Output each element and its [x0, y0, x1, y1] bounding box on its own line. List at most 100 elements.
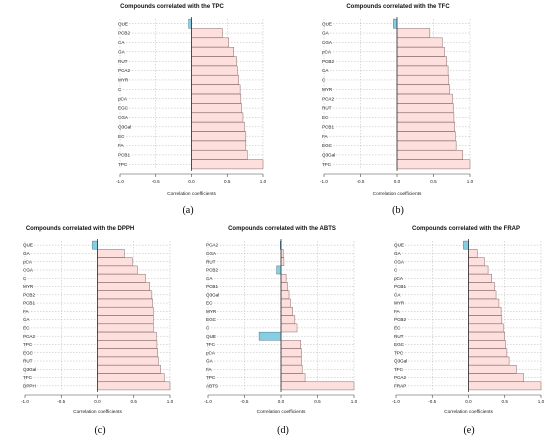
category-label: PCB2 — [322, 59, 334, 64]
bar-PCB2 — [191, 28, 223, 38]
x-tick-label: -0.5 — [241, 399, 249, 404]
panel-label: (e) — [463, 425, 474, 436]
bar-TPC — [280, 373, 306, 382]
category-label: EC — [23, 326, 30, 331]
x-tick-label: -1.0 — [204, 399, 212, 404]
bar-Q3Gal — [191, 121, 245, 132]
x-tick-label: -1.0 — [21, 399, 29, 404]
bar-EC — [396, 112, 455, 123]
category-label: CGA — [23, 268, 34, 273]
bar-QUE — [92, 240, 98, 250]
bar-RUT — [468, 331, 505, 341]
bar-GA — [191, 46, 234, 57]
category-label: FA — [23, 309, 30, 314]
x-tick-label: 0.0 — [94, 399, 101, 404]
x-tick-label: 1.0 — [351, 399, 358, 404]
category-label: PCB2 — [118, 31, 130, 36]
bar-RUT — [191, 56, 237, 67]
bar-pCA — [396, 46, 445, 57]
bar-EC — [97, 323, 154, 333]
bar-MYR — [396, 84, 450, 95]
bar-QUE — [188, 18, 192, 29]
bar-TFC — [97, 373, 165, 382]
bar-CGA — [396, 37, 443, 48]
bar-TFC — [468, 365, 517, 374]
bar-FRAP — [468, 381, 542, 391]
bar-PCB1 — [468, 282, 495, 291]
category-label: GA — [23, 251, 31, 256]
bar-FA — [468, 307, 502, 316]
category-label: CA — [118, 40, 125, 45]
bar-EC — [468, 323, 504, 333]
bar-PCB1 — [396, 121, 455, 132]
category-label: EC — [206, 301, 213, 306]
category-label: ABTS — [206, 383, 218, 388]
x-tick-label: 0.0 — [394, 179, 401, 184]
bar-TPC — [468, 348, 508, 358]
bar-GA — [396, 28, 431, 38]
x-tick-label: 0.5 — [131, 399, 138, 404]
category-label: CA — [394, 292, 401, 297]
category-label: MYR — [118, 78, 129, 83]
bar-CA — [396, 65, 449, 76]
category-label: RUT — [118, 59, 128, 64]
bar-PCA2 — [468, 373, 524, 382]
x-tick-label: 0.5 — [314, 399, 321, 404]
bar-PCA2 — [97, 331, 157, 341]
bar-QUE — [258, 331, 282, 341]
bar-TPC — [191, 159, 264, 170]
bar-PCB1 — [97, 298, 153, 308]
x-axis-label: Correlation coefficients — [257, 409, 306, 415]
bar-RUT — [97, 356, 159, 366]
x-tick-label: 1.0 — [260, 179, 267, 184]
category-label: MYR — [322, 87, 333, 92]
bar-Q3Gal — [97, 365, 161, 374]
bar-C — [396, 75, 450, 85]
x-tick-label: -0.5 — [57, 399, 65, 404]
bar-CGA — [97, 265, 138, 275]
category-label: TFC — [322, 162, 332, 167]
category-label: PCB1 — [23, 301, 35, 306]
category-label: QUE — [206, 334, 216, 339]
category-label: Q3Gal — [206, 292, 219, 297]
bar-Q3Gal — [280, 290, 290, 300]
category-label: pCA — [206, 350, 216, 355]
bar-PCB1 — [280, 282, 288, 291]
category-label: Q3Gal — [394, 359, 407, 364]
category-label: RUT — [23, 359, 33, 364]
category-label: TFC — [23, 375, 33, 380]
x-tick-label: 1.0 — [538, 399, 545, 404]
bar-CA — [97, 315, 154, 324]
category-label: C — [394, 268, 398, 273]
bar-C — [97, 273, 146, 283]
bar-pCA — [280, 348, 302, 358]
x-tick-label: -0.5 — [357, 179, 365, 184]
category-label: CA — [23, 317, 30, 322]
category-label: RUT — [322, 106, 332, 111]
category-label: MYR — [23, 284, 34, 289]
bar-Q3Gal — [396, 150, 463, 160]
bar-FA — [191, 140, 247, 151]
x-axis-label: Correlation coefficients — [167, 191, 216, 197]
category-label: GA — [118, 49, 126, 54]
category-label: EGC — [394, 342, 405, 347]
bar-C — [280, 323, 298, 333]
bar-GA — [468, 249, 478, 258]
bar-PCB2 — [97, 290, 153, 300]
bar-MYR — [97, 282, 150, 291]
chart-panel-1: Compounds correlated with the TPC QUE PCB2… — [116, 4, 267, 216]
chart-panel-3: Compounds correlated with the DPPH QUE GA p… — [21, 226, 174, 436]
category-label: EC — [394, 326, 401, 331]
category-label: PCB2 — [206, 268, 218, 273]
x-tick-label: 1.0 — [167, 399, 174, 404]
bar-FA — [396, 131, 456, 142]
x-tick-label: -1.0 — [320, 179, 328, 184]
x-tick-label: 0.0 — [278, 399, 285, 404]
bar-TFC — [396, 159, 471, 170]
bar-DPPH — [97, 381, 171, 391]
category-label: FRAP — [394, 383, 406, 388]
category-label: PCA2 — [23, 334, 35, 339]
chart-title: Compounds correlated with the DPPH — [26, 226, 134, 232]
bar-PCB2 — [396, 56, 447, 67]
category-label: TFC — [206, 342, 216, 347]
